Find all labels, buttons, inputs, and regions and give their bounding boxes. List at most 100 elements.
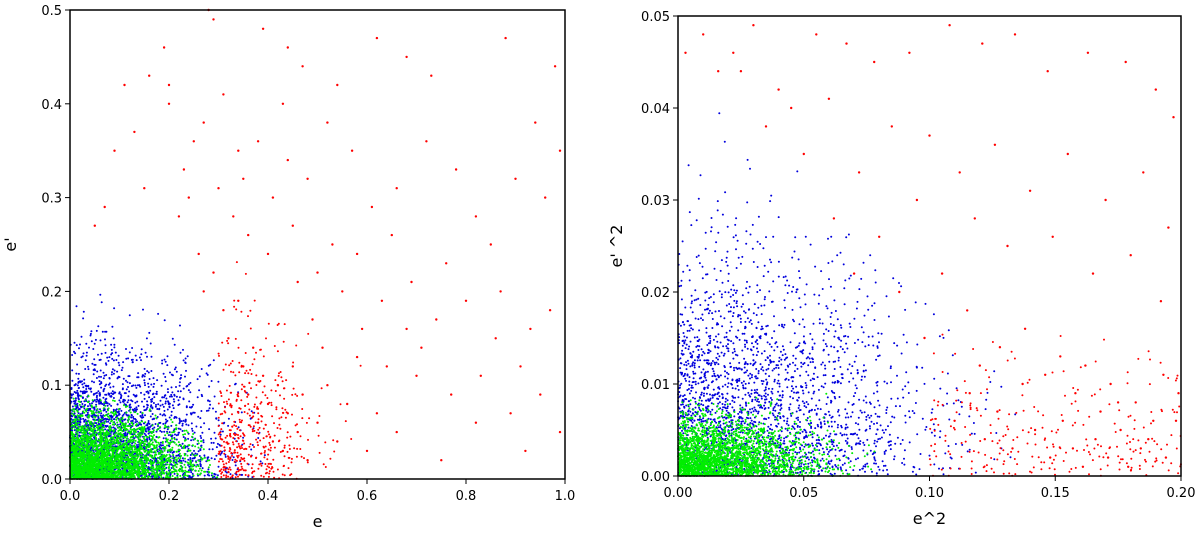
data-point [127,395,130,398]
data-point [155,417,158,420]
data-point [144,421,147,424]
data-point [151,413,154,415]
data-point [111,371,113,374]
data-point [197,442,200,445]
data-point [141,400,143,403]
data-point [213,395,216,398]
data-point [207,409,210,412]
data-point [155,430,158,433]
data-point [109,425,112,428]
data-point [87,428,90,431]
data-point [92,373,95,376]
data-point [99,408,101,411]
data-point [180,454,183,457]
data-point [163,358,166,361]
data-point [136,384,139,387]
data-point [132,439,135,442]
data-point [102,377,105,380]
data-point [159,456,161,458]
data-point [149,389,152,392]
data-point [192,403,195,406]
data-point [185,369,187,372]
data-point [116,466,119,469]
data-point [263,454,266,457]
data-point [208,400,211,403]
data-point [176,460,178,463]
data-point [78,434,81,437]
data-point [160,476,163,479]
data-point [110,430,113,433]
data-point [179,428,182,431]
data-point [171,421,174,424]
data-point [138,384,141,387]
data-point [126,428,129,431]
data-point [131,428,134,431]
data-point [108,377,111,380]
data-point [173,343,176,346]
data-point [201,431,204,434]
data-point [93,381,95,384]
data-point [112,372,115,375]
data-point [189,454,192,456]
data-point [159,399,162,402]
data-point [166,419,169,422]
data-point [111,325,114,328]
data-point [199,463,202,465]
data-point [99,293,102,296]
data-point [140,416,143,419]
data-point [140,359,142,362]
data-point [181,457,184,460]
data-point [74,463,76,466]
data-point [84,425,86,428]
data-point [189,391,192,394]
data-point [73,410,76,413]
data-point [164,402,167,405]
data-point [169,473,172,476]
data-point [83,400,86,403]
data-point [159,450,162,453]
data-point [157,425,159,427]
data-point [177,449,180,451]
data-point [102,396,105,399]
data-point [95,414,98,417]
data-point [119,393,122,396]
data-point [87,395,90,398]
data-point [121,422,124,425]
data-point [121,430,124,433]
data-point [153,426,156,429]
data-point [147,430,150,433]
data-point [153,382,156,385]
data-point [132,408,134,411]
data-point [166,388,169,391]
data-point [191,444,194,447]
data-point [224,455,227,458]
data-point [175,434,178,437]
data-point [157,453,160,455]
data-point [158,448,161,451]
data-point [92,439,94,442]
data-point [102,426,105,429]
data-point [125,413,128,416]
data-point [104,344,107,347]
data-point [225,471,228,474]
data-point [175,370,178,373]
data-point [158,436,161,439]
data-point [184,433,186,436]
data-point [168,476,171,479]
data-point [76,434,79,437]
data-point [105,410,108,413]
data-point [216,474,219,477]
data-point [104,385,107,387]
data-point [161,440,164,443]
data-point [200,437,203,439]
data-point [147,471,150,474]
data-point [91,402,93,405]
data-point [121,415,124,417]
data-point [129,425,132,428]
data-point [178,419,181,422]
data-point [81,397,84,399]
data-point [170,386,173,389]
data-point [71,379,74,382]
data-point [199,426,202,429]
data-point [185,438,187,441]
